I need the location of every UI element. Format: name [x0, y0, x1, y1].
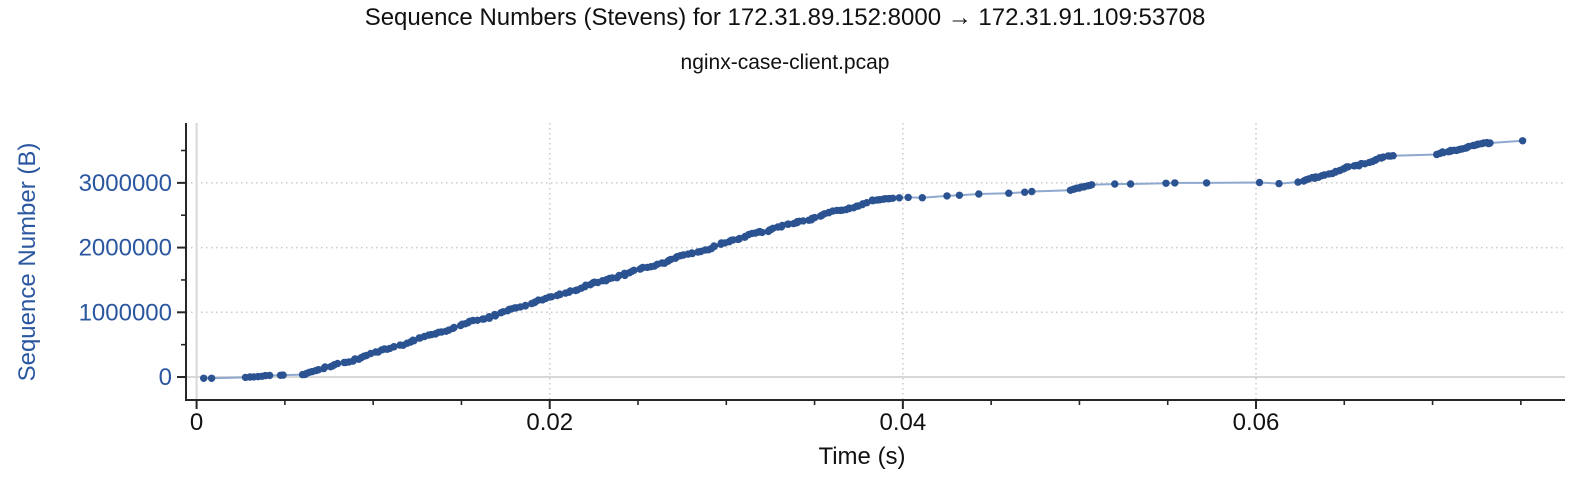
data-point — [955, 191, 964, 199]
data-point — [1028, 187, 1036, 196]
data-point — [207, 374, 216, 382]
x-tick-label: 0.06 — [1233, 409, 1280, 436]
data-point — [1088, 181, 1096, 189]
data-point — [811, 213, 819, 222]
data-point — [1275, 179, 1283, 188]
data-point — [321, 363, 329, 371]
data-point — [1162, 179, 1170, 187]
data-point — [630, 266, 638, 274]
data-point — [975, 190, 983, 198]
y-tick-label: 0 — [159, 364, 172, 391]
data-point — [943, 192, 951, 200]
data-point — [889, 194, 897, 202]
data-point — [485, 314, 494, 322]
y-tick-label: 2000000 — [79, 235, 172, 262]
x-tick-label: 0 — [190, 409, 203, 436]
data-point — [1255, 178, 1264, 187]
data-point — [279, 371, 287, 379]
data-point — [1486, 139, 1494, 147]
y-tick-label: 1000000 — [79, 299, 172, 326]
data-point — [1111, 180, 1119, 188]
data-point — [799, 217, 807, 225]
data-point — [1005, 189, 1013, 197]
data-point — [1126, 180, 1135, 188]
data-point — [1020, 188, 1029, 196]
data-point — [1344, 163, 1353, 171]
data-point — [265, 371, 274, 380]
data-point — [1294, 178, 1302, 186]
data-point — [688, 249, 696, 258]
data-point — [710, 242, 719, 251]
data-point — [1171, 179, 1179, 187]
data-point — [918, 194, 926, 202]
y-tick-label: 3000000 — [79, 170, 172, 197]
chart-subtitle: nginx-case-client.pcap — [680, 51, 890, 74]
x-tick-label: 0.04 — [880, 409, 927, 436]
data-point — [1389, 152, 1397, 160]
data-point — [200, 374, 208, 382]
data-point — [904, 193, 912, 202]
chart-title: Sequence Numbers (Stevens) for 172.31.89… — [364, 4, 1206, 31]
data-point — [333, 359, 342, 368]
data-point — [758, 228, 766, 237]
data-point — [521, 301, 530, 310]
data-point — [450, 323, 458, 332]
data-point — [1202, 179, 1211, 187]
x-tick-label: 0.02 — [526, 409, 573, 436]
data-point — [863, 199, 871, 207]
data-point — [390, 343, 398, 351]
data-point — [1518, 137, 1527, 145]
x-axis-title: Time (s) — [818, 443, 906, 470]
data-point — [895, 194, 903, 202]
